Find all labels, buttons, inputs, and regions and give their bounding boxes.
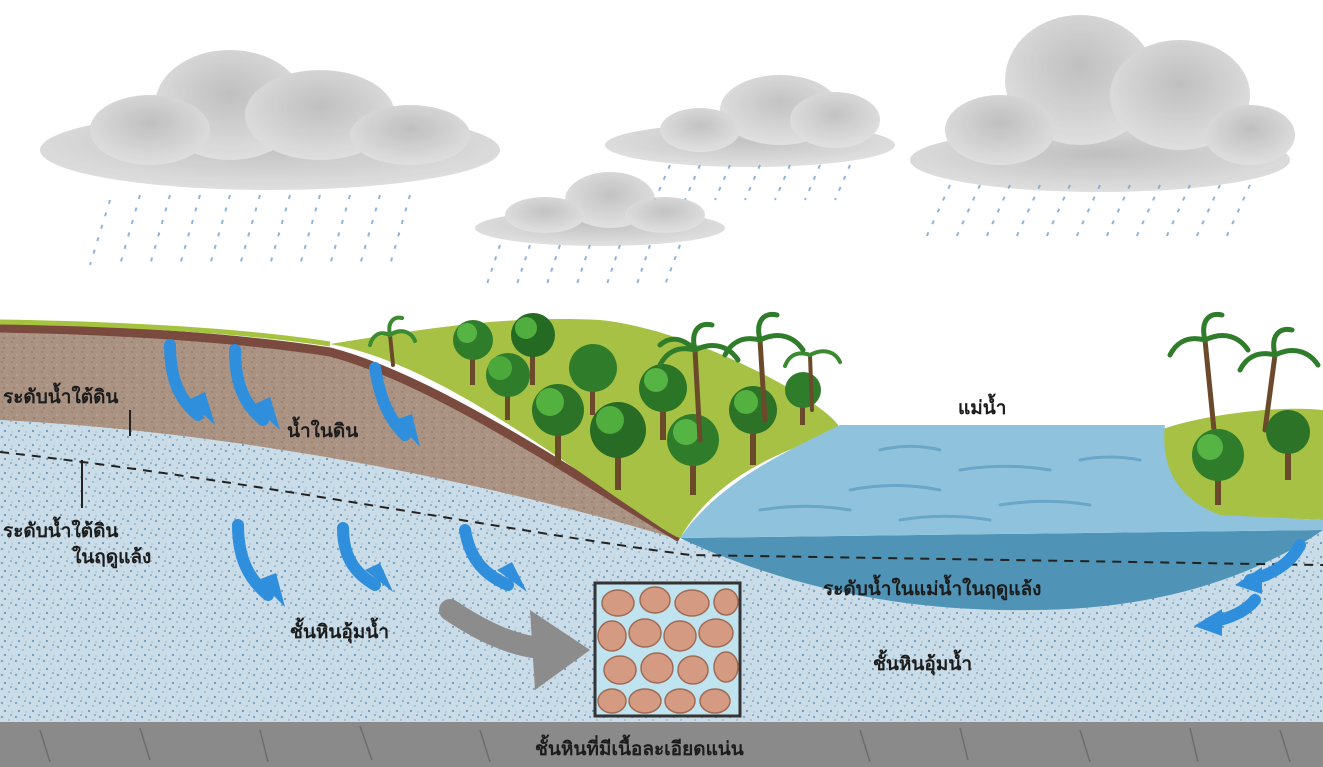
soil-water-label: น้ำในดิน: [287, 420, 359, 442]
flow-arrow-icon: [459, 524, 527, 592]
forest: [368, 311, 842, 495]
rain-cloud-icon: [40, 50, 500, 266]
flow-arrow-icon: [164, 339, 215, 425]
aquifer-label-left: ชั้นหินอุ้มน้ำ: [290, 621, 389, 643]
dry-season-water-table-label-line2: ในฤดูแล้ง: [72, 546, 152, 568]
palm-tree-icon: [368, 315, 417, 367]
soil-edge: [0, 323, 683, 542]
magnify-arrow: [439, 599, 590, 690]
tree-icon: [486, 353, 530, 420]
aquifer-layer: [0, 420, 1323, 725]
tree-icon: [569, 344, 617, 415]
palm-tree-icon: [783, 349, 842, 412]
aquifer-label-right: ชั้นหินอุ้มน้ำ: [873, 653, 972, 675]
rain-cloud-icon: [605, 75, 895, 201]
tree-icon: [1266, 410, 1310, 480]
right-bank-trees: [1167, 311, 1321, 505]
bedrock-texture: [39, 725, 1291, 763]
tree-icon: [532, 384, 584, 465]
flow-arrow-icon: [1194, 594, 1261, 636]
bedrock-layer: [0, 722, 1323, 767]
tree-icon: [667, 414, 719, 495]
palm-tree-icon: [1167, 311, 1251, 443]
tree-icon: [590, 402, 646, 490]
flow-arrows: [164, 339, 1306, 636]
dry-season-water-table-label-line1: ระดับน้ำใต้ดิน: [3, 520, 119, 542]
impermeable-layer-label: ชั้นหินที่มีเนื้อละเอียดแน่น: [535, 738, 744, 760]
forest-bank: [330, 319, 840, 538]
flow-arrow-icon: [229, 344, 280, 430]
river-dry-season-level-label: ระดับน้ำในแม่น้ำในฤดูแล้ง: [823, 578, 1042, 600]
tree-icon: [639, 364, 687, 440]
flow-arrow-icon: [369, 362, 420, 447]
river-deep: [680, 530, 1323, 611]
flow-arrow-icon: [232, 519, 285, 607]
tree-icon: [1192, 429, 1244, 505]
river-ripples: [758, 444, 1142, 522]
palm-tree-icon: [657, 321, 741, 443]
rain-cloud-icon: [910, 15, 1295, 241]
water-table-label: ระดับน้ำใต้ดิน: [3, 386, 119, 408]
river-label: แม่น้ำ: [958, 397, 1007, 419]
flow-arrow-icon: [337, 522, 393, 592]
dry-season-water-table-line: [0, 451, 1323, 566]
palm-tree-icon: [722, 311, 806, 423]
tree-icon: [453, 320, 493, 385]
flow-arrow-icon: [1235, 539, 1306, 594]
pore-magnifier-icon: [593, 581, 742, 718]
tree-icon: [511, 313, 555, 385]
grass-line: [0, 319, 331, 347]
palm-tree-icon: [1237, 326, 1321, 433]
rain-cloud-icon: [475, 172, 725, 291]
